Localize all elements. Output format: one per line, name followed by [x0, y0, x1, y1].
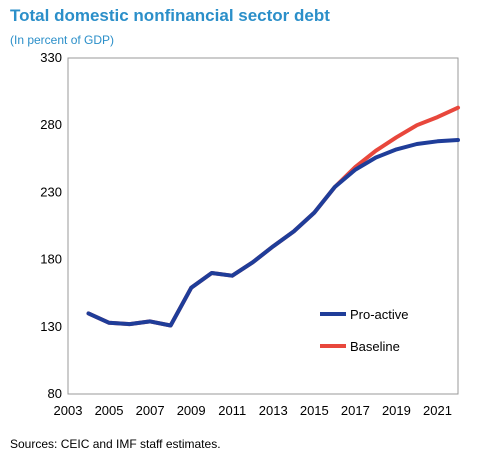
x-tick-label: 2011 — [218, 403, 246, 418]
series-line-pro-active — [86, 138, 460, 328]
series-lines — [86, 105, 460, 328]
y-tick-label: 230 — [40, 184, 62, 199]
x-tick-labels: 2003 2005 2007 2009 2011 2013 2015 2017 2019 2021 — [54, 403, 452, 418]
x-tick-label: 2003 — [54, 403, 83, 418]
y-tick-label: 280 — [40, 117, 62, 132]
x-tick-label: 2017 — [341, 403, 370, 418]
y-tick-label: 130 — [40, 319, 62, 334]
y-tick-labels: 80 130 180 230 280 330 — [40, 50, 62, 401]
chart-title: Total domestic nonfinancial sector debt — [10, 6, 330, 25]
legend: Pro-active Baseline — [320, 307, 409, 354]
x-tick-label: 2007 — [136, 403, 165, 418]
x-tick-label: 2021 — [423, 403, 452, 418]
x-tick-label: 2013 — [259, 403, 288, 418]
y-tick-label: 330 — [40, 50, 62, 65]
y-tick-label: 180 — [40, 252, 62, 267]
x-tick-label: 2009 — [177, 403, 206, 418]
x-tick-label: 2015 — [300, 403, 329, 418]
source-note: Sources: CEIC and IMF staff estimates. — [10, 437, 221, 451]
x-tick-label: 2005 — [95, 403, 124, 418]
legend-label: Baseline — [350, 339, 400, 354]
legend-label: Pro-active — [350, 307, 409, 322]
series-line-baseline — [86, 105, 460, 328]
chart-subtitle: (In percent of GDP) — [10, 33, 115, 47]
y-tick-label: 80 — [48, 386, 62, 401]
x-tick-label: 2019 — [382, 403, 411, 418]
plot-frame — [67, 57, 459, 395]
